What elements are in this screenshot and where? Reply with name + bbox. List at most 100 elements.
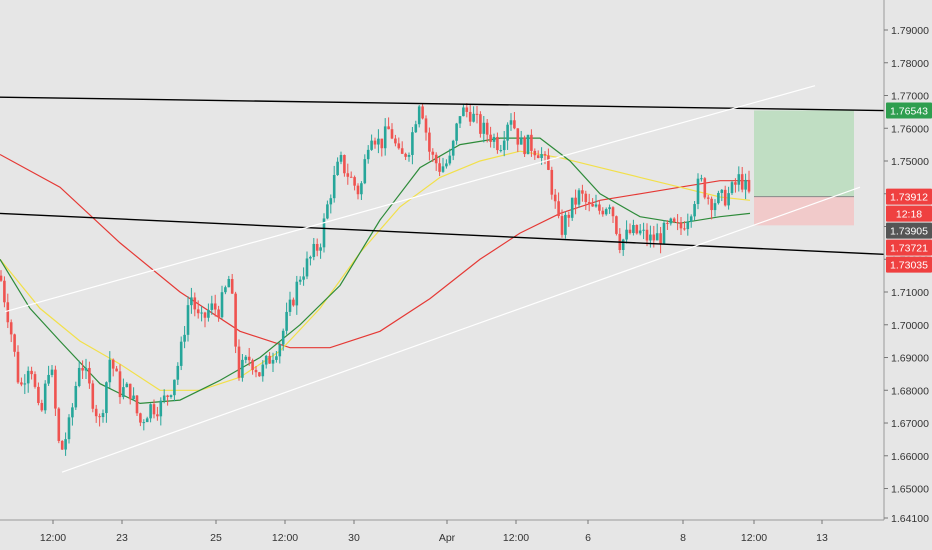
candle-body bbox=[489, 134, 492, 142]
x-tick-label: 6 bbox=[585, 532, 591, 544]
candle-body bbox=[356, 185, 360, 195]
moving-averages bbox=[0, 137, 751, 405]
candle-body bbox=[560, 216, 564, 235]
x-tick-label: 25 bbox=[210, 532, 222, 544]
candle-body bbox=[315, 243, 319, 251]
candle-body bbox=[88, 367, 91, 384]
candle-body bbox=[77, 367, 81, 386]
y-tick-label: 1.69000 bbox=[891, 353, 929, 365]
candle-body bbox=[424, 118, 428, 133]
candle-body bbox=[247, 356, 251, 361]
candle-body bbox=[400, 148, 404, 154]
y-tick-label: 1.76000 bbox=[891, 123, 929, 135]
candle-body bbox=[190, 297, 193, 306]
candle-body bbox=[407, 154, 411, 157]
candle-body bbox=[717, 192, 720, 204]
candle-body bbox=[288, 299, 292, 312]
candle-body bbox=[281, 330, 285, 345]
candle-body bbox=[479, 114, 482, 134]
candle-body bbox=[278, 344, 282, 357]
candle-body bbox=[74, 385, 78, 408]
candle-body bbox=[319, 247, 322, 251]
x-axis-ticks: 12:00 23 25 12:00 30 Apr 12:00 6 8 12:00 13 bbox=[40, 520, 828, 544]
trendline bbox=[4, 85, 816, 313]
candle-body bbox=[105, 382, 108, 414]
trendline bbox=[61, 186, 861, 473]
candle-body bbox=[543, 154, 547, 156]
price-badge-label: 12:18 bbox=[896, 209, 922, 221]
candle-body bbox=[523, 137, 526, 155]
candle-body bbox=[237, 346, 241, 378]
candle-body bbox=[173, 379, 176, 396]
candle-body bbox=[645, 229, 649, 241]
candle-body bbox=[652, 234, 656, 241]
candle-body bbox=[98, 416, 101, 418]
x-tick-label: 13 bbox=[816, 532, 828, 544]
candle-body bbox=[135, 395, 139, 414]
x-tick-label: Apr bbox=[439, 532, 456, 544]
candle-body bbox=[292, 299, 295, 306]
candle-body bbox=[441, 166, 445, 172]
candle-body bbox=[275, 356, 278, 360]
candle-body bbox=[139, 413, 142, 423]
candle-body bbox=[122, 387, 125, 398]
candle-body bbox=[101, 413, 105, 418]
candle-body bbox=[159, 400, 163, 417]
candle-body bbox=[428, 132, 431, 152]
candle-body bbox=[264, 355, 268, 365]
x-tick-label: 12:00 bbox=[503, 532, 529, 544]
candle-body bbox=[339, 155, 343, 162]
candle-body bbox=[659, 233, 662, 244]
loss-zone bbox=[754, 196, 854, 226]
candle-body bbox=[632, 225, 635, 234]
candle-body bbox=[64, 439, 67, 450]
candle-body bbox=[431, 151, 435, 155]
candle-body bbox=[312, 243, 316, 257]
candle-body bbox=[472, 113, 475, 122]
candle-body bbox=[227, 279, 231, 288]
candle-body bbox=[377, 138, 380, 145]
candle-body bbox=[145, 418, 149, 423]
candle-body bbox=[404, 153, 407, 157]
price-axis[interactable] bbox=[884, 0, 932, 550]
candle-body bbox=[309, 256, 312, 259]
candle-body bbox=[111, 359, 115, 369]
candle-body bbox=[397, 143, 401, 149]
candle-body bbox=[383, 126, 387, 149]
price-badges: 1.76543 1.73912 12:18 1.73905 1.73721 1.73035 bbox=[886, 102, 932, 273]
candle-body bbox=[703, 178, 707, 198]
candle-body bbox=[608, 207, 611, 210]
candle-body bbox=[628, 229, 632, 234]
candle-body bbox=[271, 359, 275, 364]
candle-body bbox=[241, 359, 244, 378]
candle-body bbox=[713, 203, 717, 211]
long-position-tool[interactable] bbox=[754, 110, 854, 226]
candle-body bbox=[343, 155, 346, 174]
candle-body bbox=[353, 177, 356, 186]
candle-body bbox=[536, 155, 540, 159]
trendlines[interactable] bbox=[0, 85, 885, 473]
profit-zone bbox=[754, 110, 854, 197]
candle-body bbox=[390, 129, 394, 139]
candle-body bbox=[696, 178, 700, 205]
candle-body bbox=[84, 367, 88, 371]
candle-body bbox=[244, 356, 248, 360]
x-tick-label: 30 bbox=[348, 532, 360, 544]
candle-body bbox=[417, 106, 421, 125]
candle-body bbox=[526, 134, 530, 155]
x-tick-label: 12:00 bbox=[741, 532, 767, 544]
candle-body bbox=[557, 201, 560, 217]
candle-body bbox=[166, 395, 169, 397]
candle-body bbox=[662, 222, 666, 244]
candle-body bbox=[33, 374, 37, 387]
price-badge bbox=[886, 256, 932, 273]
x-tick-label: 12:00 bbox=[40, 532, 66, 544]
candle-body bbox=[47, 374, 50, 384]
candle-body bbox=[727, 193, 730, 206]
candle-body bbox=[156, 414, 159, 417]
candle-body bbox=[513, 120, 516, 129]
candle-body bbox=[16, 351, 20, 383]
candle-body bbox=[434, 154, 438, 164]
candle-body bbox=[689, 216, 693, 222]
